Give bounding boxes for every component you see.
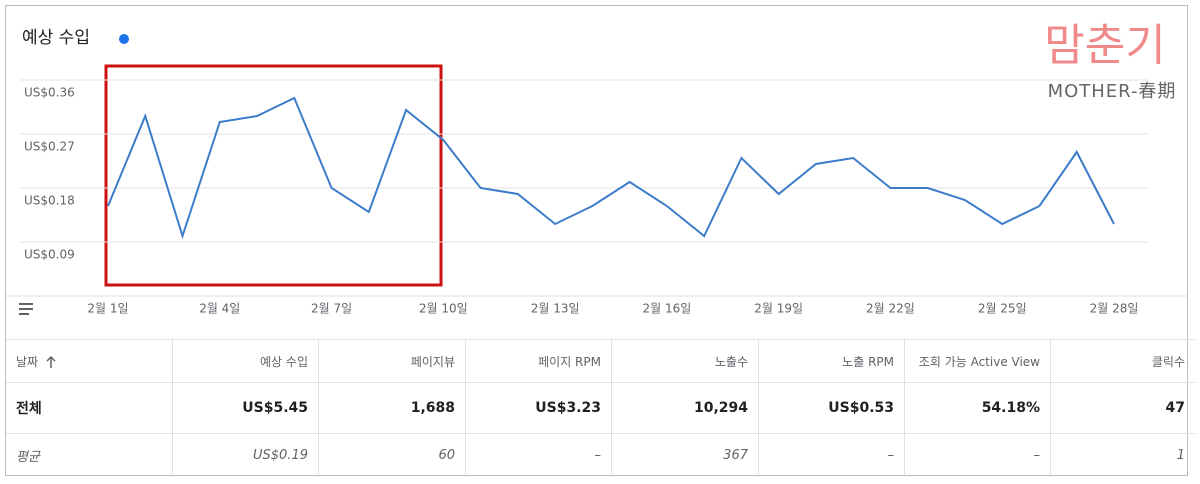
cell-text: US$0.19	[253, 448, 308, 463]
menu-icon[interactable]	[19, 303, 33, 315]
watermark-title: 맘춘기	[1044, 20, 1165, 71]
table-cell[interactable]: 페이지뷰	[318, 339, 466, 383]
table-cell[interactable]: 조회 가능 Active View	[904, 339, 1051, 383]
cell-text: US$0.53	[828, 400, 894, 416]
table-cell: 54.18%	[904, 382, 1051, 434]
x-tick-label: 2월 19일	[754, 302, 803, 316]
cell-text: 1	[1176, 448, 1185, 463]
line	[107, 96, 1115, 240]
x-tick-label: 2월 25일	[978, 302, 1027, 316]
table-cell[interactable]: 노출수	[611, 339, 759, 383]
cell-text: 예상 수입	[260, 354, 308, 369]
table-cell: US$5.45	[172, 382, 319, 434]
chart-title: 예상 수입	[22, 28, 90, 48]
table-cell: 367	[611, 433, 759, 477]
legend-dot	[119, 34, 129, 44]
cell-text: 클릭수	[1151, 354, 1185, 369]
data-table: 날짜 예상 수입 페이지뷰 페이지 RPM 노출수 노출 RPM 조회 가능 Active …	[6, 339, 1195, 477]
cell-text: 페이지 RPM	[538, 354, 601, 369]
table-cell: US$0.19	[172, 433, 319, 477]
table-cell: 1	[1050, 433, 1195, 477]
cell-text: –	[1033, 448, 1041, 463]
cell-text: US$5.45	[242, 400, 308, 416]
cell-text: 평균	[16, 450, 40, 465]
x-tick-label: 2월 10일	[419, 302, 468, 316]
table-cell: 전체	[6, 382, 173, 434]
table-cell[interactable]: 클릭수	[1050, 339, 1195, 383]
cell-text: US$3.23	[535, 400, 601, 416]
table-cell: 60	[318, 433, 466, 477]
cell-text: 조회 가능 Active View	[918, 354, 1040, 369]
cell-text: 1,688	[410, 400, 455, 416]
x-tick-label: 2월 22일	[866, 302, 915, 316]
x-tick-label: 2월 7일	[311, 302, 352, 316]
cell-text: 날짜	[16, 354, 39, 369]
cell-text: 전체	[16, 401, 42, 417]
y-tick-label: US$0.27	[24, 140, 75, 154]
table-cell: 47	[1050, 382, 1195, 434]
table-cell: US$0.53	[758, 382, 905, 434]
chart: 예상 수입 맘춘기 MOTHER-春期 US$0.09 US$0.18 US$0.2…	[6, 20, 1188, 316]
table-cell[interactable]: 예상 수입	[172, 339, 319, 383]
cell-text: –	[594, 448, 602, 463]
highlight-box	[104, 64, 443, 287]
cell-text: 노출수	[714, 354, 748, 369]
table-cell[interactable]: 날짜	[6, 339, 173, 383]
cell-text: –	[887, 448, 895, 463]
sort-icon[interactable]	[44, 355, 58, 369]
cell-text: 페이지뷰	[410, 354, 455, 369]
cell-text: 10,294	[693, 400, 748, 416]
x-tick-label: 2월 4일	[199, 302, 240, 316]
cell-text: 60	[438, 448, 455, 463]
cell-text: 367	[723, 448, 748, 463]
table-cell: 10,294	[611, 382, 759, 434]
table-row: 평균 US$0.19 60 – 367 – – 1	[6, 433, 1195, 477]
watermark-subtitle: MOTHER-春期	[1048, 81, 1177, 102]
table-cell[interactable]: 노출 RPM	[758, 339, 905, 383]
table-cell: –	[758, 433, 905, 477]
table-row: 전체 US$5.45 1,688 US$3.23 10,294 US$0.53 54.18%…	[6, 382, 1195, 434]
table-cell: –	[465, 433, 612, 477]
table-cell[interactable]: 페이지 RPM	[465, 339, 612, 383]
y-tick-label: US$0.18	[24, 194, 75, 208]
cell-text: 47	[1165, 400, 1185, 416]
cell-text: 노출 RPM	[842, 354, 894, 369]
table-cell: US$3.23	[465, 382, 612, 434]
cell-text: 54.18%	[981, 400, 1040, 416]
table-row: 날짜 예상 수입 페이지뷰 페이지 RPM 노출수 노출 RPM 조회 가능 Active …	[6, 339, 1195, 383]
x-tick-label: 2월 16일	[642, 302, 691, 316]
y-tick-label: US$0.09	[24, 248, 75, 262]
y-tick-label: US$0.36	[24, 86, 75, 100]
x-tick-label: 2월 1일	[87, 302, 128, 316]
x-tick-label: 2월 28일	[1090, 302, 1139, 316]
x-tick-label: 2월 13일	[531, 302, 580, 316]
table-cell: –	[904, 433, 1051, 477]
table-cell: 평균	[6, 433, 173, 477]
table-cell: 1,688	[318, 382, 466, 434]
